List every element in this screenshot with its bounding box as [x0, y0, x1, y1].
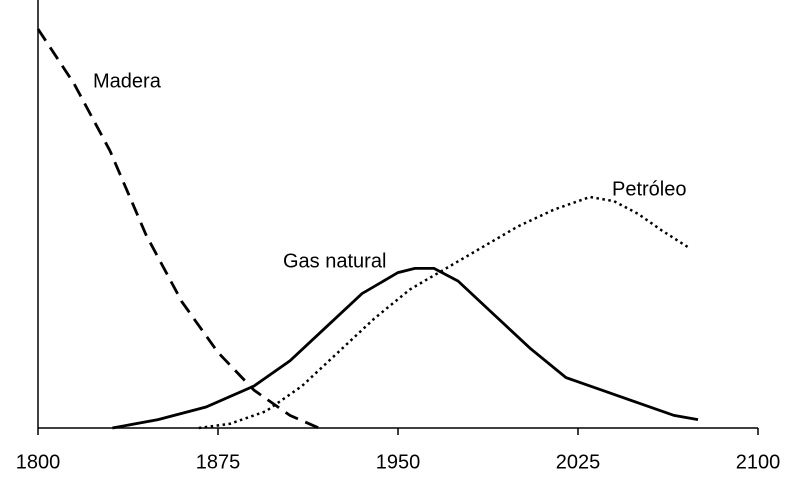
x-tick-label: 1950: [376, 451, 421, 473]
x-tick-label: 2100: [736, 451, 781, 473]
series-label: Gas natural: [283, 250, 386, 272]
x-tick-label: 1875: [196, 451, 241, 473]
x-tick-label: 1800: [16, 451, 61, 473]
series-line: [198, 195, 690, 430]
series-label: Petróleo: [612, 178, 687, 200]
series-label: Madera: [93, 70, 162, 92]
x-tick-label: 2025: [556, 451, 601, 473]
series-line: [112, 267, 699, 430]
series-line: [36, 28, 320, 430]
